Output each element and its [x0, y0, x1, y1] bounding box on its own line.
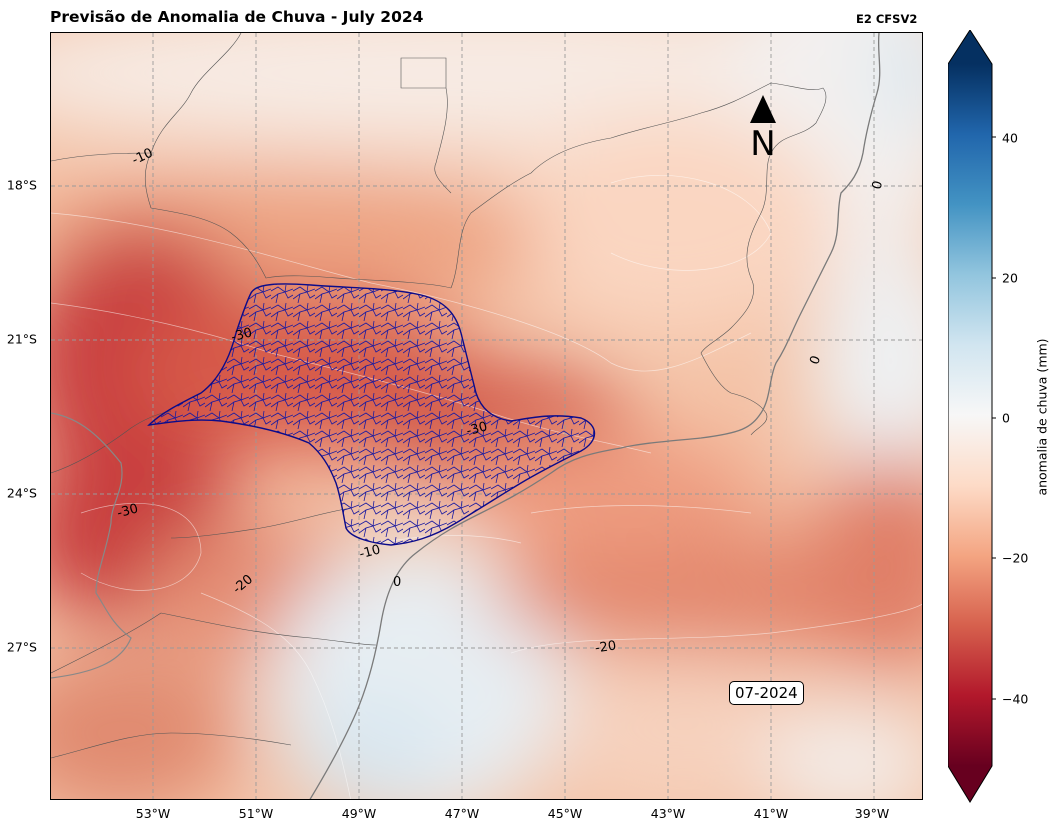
- map-panel: -10 0 -30 0 -30 -30 -10 -20 0 -20: [50, 32, 923, 800]
- colorbar-gradient: [948, 64, 992, 766]
- north-letter: N: [750, 124, 776, 164]
- colorbar: [948, 30, 996, 803]
- colorbar-tick-0: 0: [1002, 410, 1010, 426]
- lon-tick-43w: 43°W: [650, 806, 686, 821]
- lon-tick-41w: 41°W: [753, 806, 789, 821]
- coastline: [309, 33, 881, 799]
- contour-label-5: -30: [465, 419, 489, 439]
- contour-label-7: -10: [358, 542, 382, 562]
- contour-label-9: 0: [393, 575, 401, 590]
- sao-paulo-state[interactable]: [147, 283, 596, 546]
- colorbar-label: anomalia de chuva (mm): [1034, 338, 1050, 496]
- model-label: E2 CFSV2: [856, 12, 918, 26]
- colorbar-ticks: [992, 136, 996, 700]
- colorbar-tick-neg40: −40: [1002, 691, 1029, 707]
- contour-label-2: 0: [870, 179, 887, 191]
- lat-tick-27s: 27°S: [6, 639, 37, 655]
- map-gridlines: [51, 33, 922, 799]
- colorbar-extend-bottom: [948, 766, 992, 802]
- colorbar-extend-top: [948, 30, 992, 64]
- north-arrow-icon: [750, 95, 776, 123]
- contour-label-10: -20: [594, 639, 617, 657]
- lat-tick-21s: 21°S: [6, 331, 37, 347]
- lon-tick-39w: 39°W: [854, 806, 890, 821]
- lat-tick-24s: 24°S: [6, 485, 37, 501]
- lon-tick-45w: 45°W: [547, 806, 583, 821]
- country-borders: [51, 412, 132, 679]
- state-borders: [51, 33, 827, 759]
- north-arrow: N: [742, 95, 784, 162]
- lat-tick-18s: 18°S: [6, 177, 37, 193]
- lon-tick-53w: 53°W: [135, 806, 171, 821]
- rain-anomaly-map: -10 0 -30 0 -30 -30 -10 -20 0 -20: [51, 33, 922, 799]
- contour-label-6: -30: [116, 501, 140, 521]
- lon-tick-49w: 49°W: [341, 806, 377, 821]
- lon-tick-47w: 47°W: [444, 806, 480, 821]
- date-badge: 07-2024: [729, 681, 804, 705]
- lon-tick-51w: 51°W: [238, 806, 274, 821]
- map-title: Previsão de Anomalia de Chuva - July 202…: [50, 8, 424, 26]
- colorbar-tick-neg20: −20: [1002, 550, 1029, 566]
- colorbar-outline: [948, 30, 993, 803]
- colorbar-tick-20: 20: [1002, 270, 1018, 286]
- colorbar-tick-40: 40: [1002, 130, 1018, 146]
- contour-label-3: -30: [230, 325, 254, 345]
